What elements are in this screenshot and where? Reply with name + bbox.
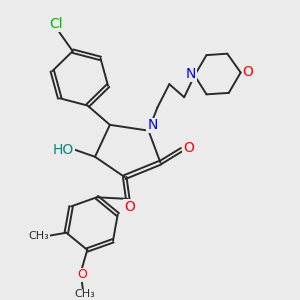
Text: CH₃: CH₃ — [28, 231, 49, 241]
Text: N: N — [186, 67, 196, 81]
Text: N: N — [147, 118, 158, 132]
Text: O: O — [124, 200, 135, 214]
Text: O: O — [183, 141, 194, 155]
Text: CH₃: CH₃ — [74, 289, 95, 299]
Text: O: O — [243, 65, 254, 79]
Text: HO: HO — [52, 142, 74, 157]
Text: Cl: Cl — [50, 17, 63, 32]
Text: O: O — [77, 268, 87, 281]
